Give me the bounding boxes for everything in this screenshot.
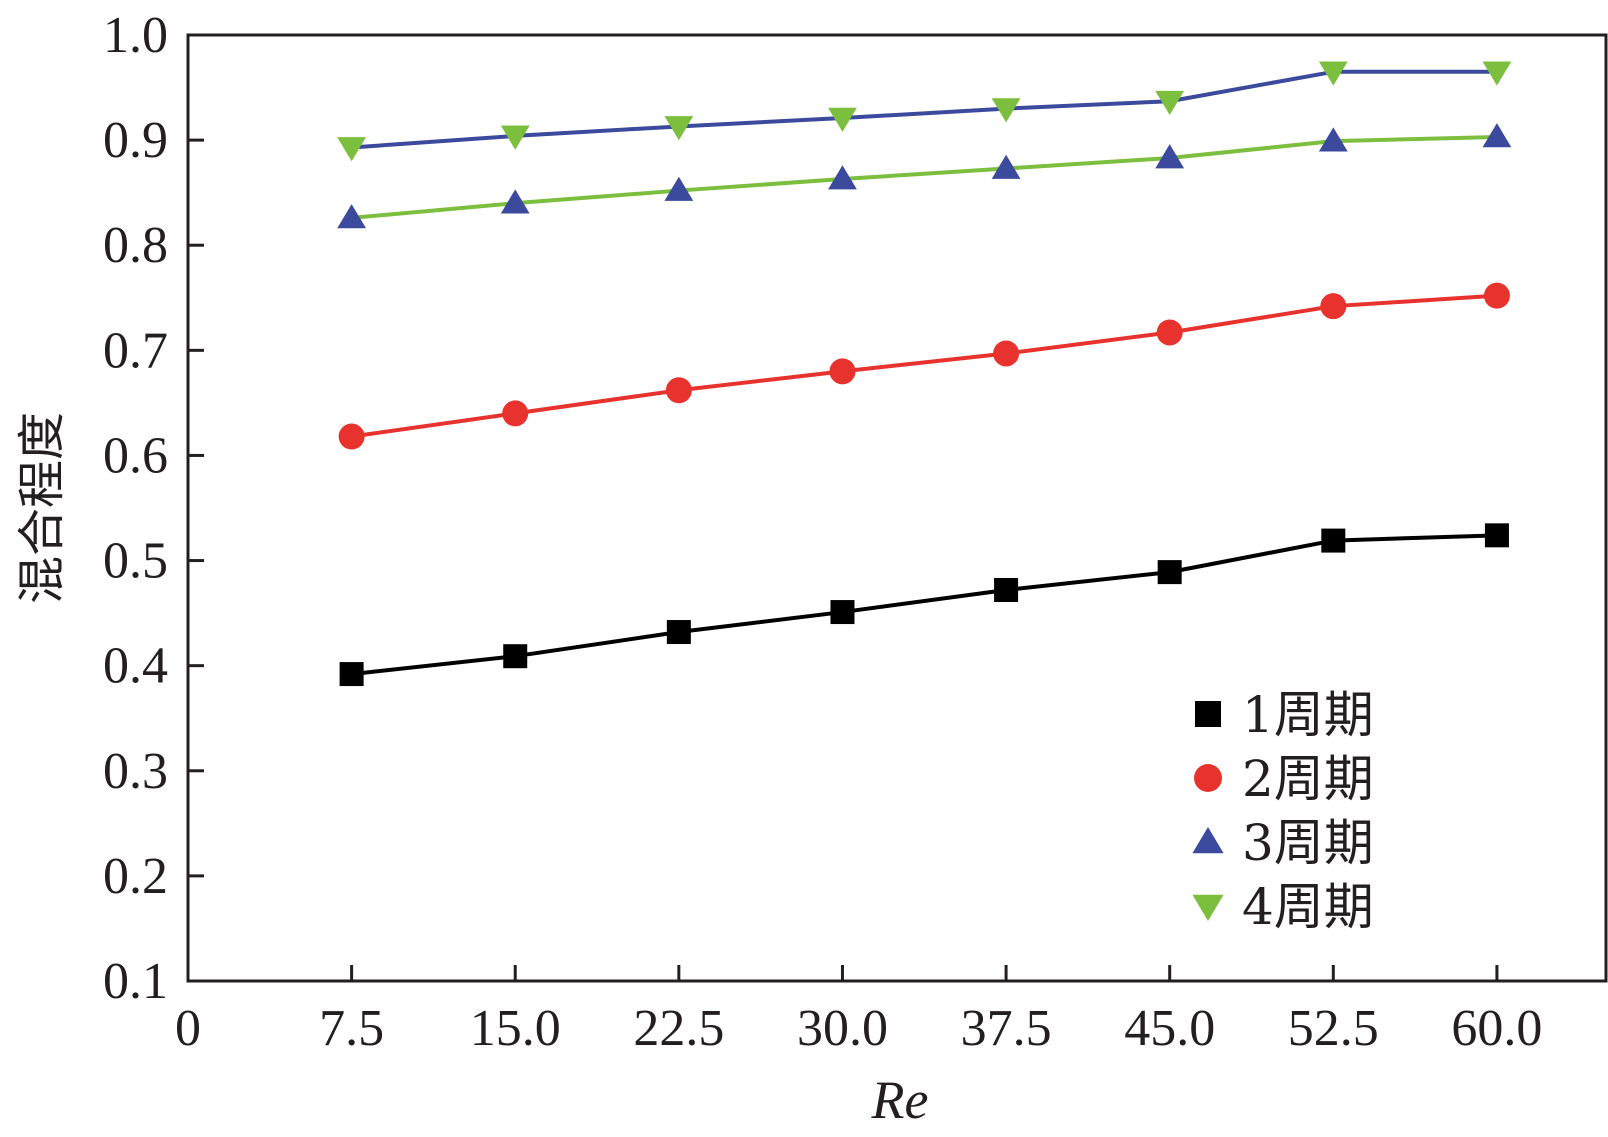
series-2-point xyxy=(338,423,365,450)
series-1-point xyxy=(1484,523,1509,548)
x-tick-label: 60.0 xyxy=(1451,1000,1542,1057)
y-tick-label: 1.0 xyxy=(103,7,168,64)
x-axis-ticks: 0 7.5 15.0 22.5 30.0 37.5 45.0 52.5 60.0 xyxy=(175,965,1542,1057)
legend-marker-2 xyxy=(1194,764,1222,792)
series-2-point xyxy=(1156,319,1183,346)
series-2-point xyxy=(502,400,529,427)
x-axis-title: Re xyxy=(871,1070,929,1130)
series-line-1 xyxy=(351,533,1497,677)
series-4-point xyxy=(828,107,857,132)
series-1-point xyxy=(994,577,1019,602)
series-1-point xyxy=(1157,560,1182,585)
legend-label-1: 1周期 xyxy=(1242,686,1374,744)
series-3-point xyxy=(991,154,1021,179)
x-tick-label: 7.5 xyxy=(319,1000,384,1057)
series-1-point xyxy=(503,644,528,669)
series-1-point xyxy=(339,662,364,687)
y-tick-label: 0.9 xyxy=(103,112,168,169)
series-3-point xyxy=(828,165,857,190)
series-3-point xyxy=(1318,127,1348,152)
series-4-point xyxy=(991,98,1021,123)
series-line-2 xyxy=(351,293,1498,439)
y-axis-ticks: 0.1 0.2 0.3 0.4 0.5 0.6 0.7 0.8 0.9 1.0 xyxy=(103,7,204,1010)
y-tick-label: 0.2 xyxy=(103,848,168,905)
y-tick-label: 0.6 xyxy=(103,427,168,484)
series-1-point xyxy=(830,600,855,625)
x-tick-label: 37.5 xyxy=(961,1000,1052,1057)
legend-marker-4 xyxy=(1192,894,1224,921)
series-3-point xyxy=(337,204,367,229)
legend-label-2: 2周期 xyxy=(1242,750,1374,808)
y-tick-label: 0.8 xyxy=(103,217,168,274)
series-markers xyxy=(337,61,1512,687)
x-tick-label: 15.0 xyxy=(470,1000,561,1057)
series-3-point xyxy=(1155,144,1185,169)
series-line-3 xyxy=(351,134,1497,220)
series-4-point xyxy=(1482,61,1512,86)
series-lines xyxy=(351,69,1498,677)
series-4-point xyxy=(500,125,530,150)
x-tick-label: 30.0 xyxy=(797,1000,888,1057)
legend-label-4: 4周期 xyxy=(1242,878,1374,936)
y-tick-label: 0.4 xyxy=(103,638,168,695)
legend-marker-1 xyxy=(1195,701,1221,727)
series-3-point xyxy=(664,176,694,201)
series-1-point xyxy=(1321,528,1346,553)
x-tick-label: 45.0 xyxy=(1124,1000,1215,1057)
series-4-point xyxy=(1318,61,1348,86)
series-3-point xyxy=(500,189,530,214)
y-tick-label: 0.3 xyxy=(103,743,168,800)
series-2-point xyxy=(1483,282,1510,309)
legend: 1周期 2周期 3周期 4周期 xyxy=(1192,686,1374,936)
y-tick-label: 0.5 xyxy=(103,533,168,590)
legend-marker-3 xyxy=(1192,827,1224,854)
x-tick-label: 22.5 xyxy=(633,1000,724,1057)
legend-label-3: 3周期 xyxy=(1242,814,1374,872)
y-tick-label: 0.7 xyxy=(103,322,168,379)
plot-frame xyxy=(186,33,1608,983)
series-2-point xyxy=(1320,293,1347,320)
series-line-4 xyxy=(351,69,1497,150)
series-2-point xyxy=(829,358,856,385)
series-1-point xyxy=(666,620,691,645)
y-tick-label: 0.1 xyxy=(103,953,168,1010)
series-4-point xyxy=(1155,90,1185,116)
series-4-point xyxy=(337,137,367,162)
x-tick-label: 0 xyxy=(175,1000,201,1057)
x-tick-label: 52.5 xyxy=(1288,1000,1379,1057)
series-4-point xyxy=(664,116,694,141)
series-2-point xyxy=(665,377,692,404)
y-axis-title: 混合程度 xyxy=(14,412,70,604)
series-2-point xyxy=(993,340,1020,367)
series-3-point xyxy=(1482,123,1512,148)
